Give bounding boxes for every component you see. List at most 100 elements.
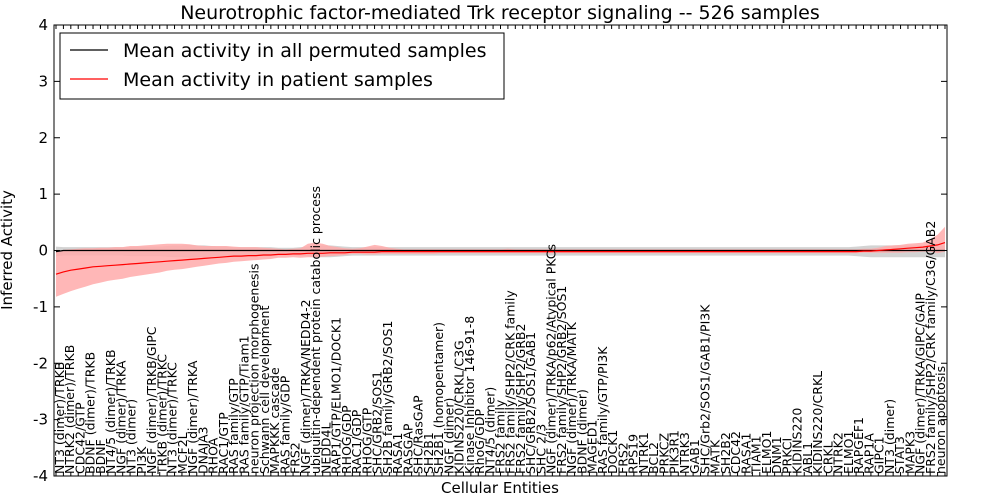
entity-label: FRS2 [288, 442, 303, 474]
entity-label: NGF (dimer)/TRKA/NEDD4-2 [298, 299, 313, 474]
entity-label: NTRK3 [677, 432, 692, 474]
entity-label: KIDINS220/CRKL/C3G [452, 340, 467, 474]
entity-label: DNM1 [769, 436, 784, 474]
entity-label: TRKB (dimer)/TRKC [154, 354, 169, 475]
patient-mean-line [55, 242, 946, 275]
entity-label: NGF (dimer) [441, 398, 456, 474]
y-tick-label: -1 [33, 298, 48, 316]
entity-label: BDNF (dimer) [575, 389, 590, 474]
entity-label: CDC42/GTP [73, 402, 88, 474]
legend-label-patient: Mean activity in patient samples [123, 69, 433, 91]
entity-label: RAS family/GTP/Tiam1 [236, 335, 251, 474]
entity-label: MATK [708, 439, 723, 474]
entity-label: NGF (dimer)/TRKA/MATK [564, 321, 579, 474]
entity-label: NT4/5 (dimer)/TRKB [103, 349, 118, 474]
entity-label: ubiquitin-dependent protein catabolic pr… [308, 186, 323, 474]
entity-label: RASA1 [738, 433, 753, 474]
entity-label: TIAM1 [749, 435, 764, 475]
entity-label: ELMO1 [759, 431, 774, 474]
entity-label: SH2B2 [718, 432, 733, 474]
entity-label: GAB1 [687, 439, 702, 474]
entity-label: neuron apoptosis [933, 366, 948, 474]
entity-label: BCL2 [646, 442, 661, 474]
entity-label: neuron projection morphogenesis [247, 263, 262, 474]
entity-label: PI3K [134, 446, 149, 474]
entity-label: SHC/GRB2/SOS1/GAB1 [523, 332, 538, 474]
entity-label: RHOG/GDP [339, 405, 354, 474]
y-tick-label: 3 [38, 72, 48, 90]
entity-label: NGF (dimer)/TRKB/GIPC [144, 326, 159, 474]
entity-label: NTRK2 (dimer)/TRKB [62, 345, 77, 474]
entity-label: RAPGEF1 [851, 417, 866, 474]
entity-label: PRKCI [779, 438, 794, 474]
entity-label: FRS2 family/SHP2/CRK family/C3G/GAB2 [923, 221, 938, 474]
entity-label: Schwann cell development [257, 306, 272, 474]
entity-label: RAS family/GTP/PI3K [595, 346, 610, 474]
chart-title: Neurotrophic factor-mediated Trk recepto… [180, 2, 820, 24]
entity-label: FRS2 [615, 442, 630, 474]
entity-label: SHC/Grb2/SOS1/GAB1/PI3K [697, 304, 712, 474]
entity-label: RAP1/GTP/ELMO1/DOCK1 [329, 317, 344, 474]
entity-label: BDNF (dimer)/TRKB [83, 352, 98, 474]
y-tick-label: -2 [33, 354, 48, 372]
x-axis-label: Cellular Entities [441, 479, 559, 497]
entity-label: FRS2 family [493, 399, 508, 474]
y-tick-label: 2 [38, 129, 48, 147]
entity-label: NT3 (dimer)/TRKC [165, 362, 180, 474]
entity-label: RAC1/GTP [216, 412, 231, 474]
entity-label: BDNF [93, 439, 108, 474]
entity-label: RhoG/GDP [472, 409, 487, 474]
entity-label: ABL1 [800, 442, 815, 474]
entity-label: DOCK1 [605, 430, 620, 474]
entity-label: DNAJA3 [195, 427, 210, 475]
entity-label: FRS2 family/SHP2/GRB2 [513, 324, 528, 474]
entity-label: NT3 (dimer) [124, 399, 139, 474]
entity-label: RAS family/GTP [226, 378, 241, 474]
entity-label: RHOG/GTP [359, 407, 374, 474]
entity-label: RAP1A [861, 433, 876, 474]
entity-label: RASGAP [400, 423, 415, 474]
entity-label: SHC/RasGAP [411, 395, 426, 474]
entity-label: ELMO1 [841, 431, 856, 474]
entity-label: NT3 (dimer)/TRKB [52, 362, 67, 474]
entity-label: NGF (dimer)/TRKA/GIPC/GAIP [913, 293, 928, 474]
entity-label: PIK3R1 [667, 430, 682, 474]
entity-label: MCF2L [175, 432, 190, 474]
entity-label: NGF (dimer)/TRKA [114, 360, 129, 474]
entity-label: NGF (dimer)/TRKA/p62/Atypical PKCs [544, 244, 559, 474]
entity-label: CRKL [820, 441, 835, 474]
entity-label: STAT3 [892, 436, 907, 474]
entity-label: KIDINS220/CRKL [810, 371, 825, 474]
entity-label: SHC/GRB2/SOS1 [370, 371, 385, 474]
y-tick-label: -4 [33, 467, 48, 485]
permuted-mean-line [55, 249, 945, 253]
entity-label: SH2B family/GRB2/SOS1 [380, 321, 395, 474]
y-tick-label: 1 [38, 185, 48, 203]
entity-label: FRS2 family/SHP2/GRB2/SOS1 [554, 286, 569, 474]
entity-label: RASA1 [390, 433, 405, 474]
entity-label: NT4/5 (dimer) [482, 387, 497, 474]
entity-label: RAC1/GDP [349, 409, 364, 474]
entity-label: NT3 (dimer) [882, 399, 897, 474]
entity-label: SHC 2/3 [534, 424, 549, 474]
entity-label: Kinase Inhibitor 146-91-8 [462, 316, 477, 474]
entity-label: PRKCZ [656, 433, 671, 474]
entity-label: MAPKKK cascade [267, 367, 282, 474]
entity-label: RPS19 [626, 434, 641, 474]
entity-label: MAPK3 [902, 431, 917, 474]
legend-label-permuted: Mean activity in all permuted samples [123, 40, 486, 62]
entity-label: NTRK1 [636, 432, 651, 474]
entity-label: GIPC1 [872, 436, 887, 474]
y-tick-label: 4 [38, 16, 48, 34]
entity-label: SH2B1 [421, 432, 436, 474]
entity-label: RHOA [206, 437, 221, 474]
entity-label: KIDINS220 [790, 408, 805, 474]
entity-label: MAGED1 [585, 420, 600, 474]
entity-label: FRS2 family/SHP2/CRK family [503, 290, 518, 474]
legend-box [59, 32, 505, 100]
entity-label: SH2B1 (homopentamer) [431, 322, 446, 474]
entity-label: NGF (dimer)/TRKA [185, 360, 200, 474]
patient-band [56, 226, 945, 297]
entity-label: CDC42 [728, 431, 743, 474]
